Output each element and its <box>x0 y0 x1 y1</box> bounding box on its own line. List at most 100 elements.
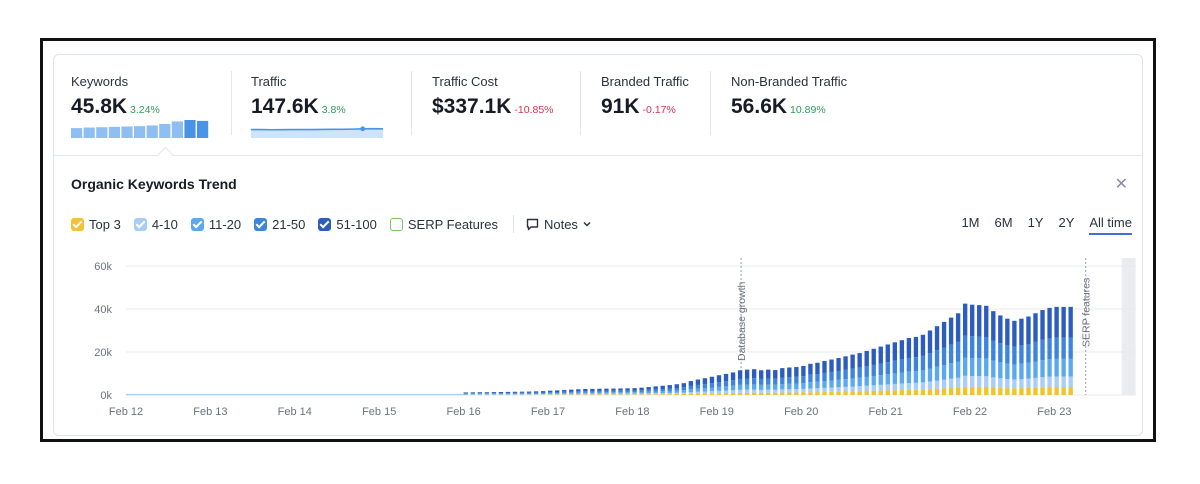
bar-stack[interactable] <box>597 388 602 395</box>
bar-stack[interactable] <box>477 392 483 396</box>
bar-stack[interactable] <box>744 369 750 395</box>
bar-stack[interactable] <box>505 391 511 396</box>
bar-stack[interactable] <box>751 369 757 395</box>
bar-stack[interactable] <box>780 368 785 395</box>
bar-stack[interactable] <box>864 350 869 395</box>
bar-stack[interactable] <box>906 338 912 395</box>
bar-stack[interactable] <box>604 388 609 395</box>
bar-stack[interactable] <box>646 387 651 395</box>
bar-stack[interactable] <box>857 353 862 395</box>
bar-stack[interactable] <box>794 367 799 395</box>
bar-stack[interactable] <box>913 336 919 395</box>
bar-stack[interactable] <box>899 340 905 395</box>
bar-stack[interactable] <box>970 304 975 395</box>
range-all-time[interactable]: All time <box>1089 215 1132 235</box>
legend-item-11-20[interactable]: 11-20 <box>190 217 241 232</box>
bar-stack[interactable] <box>948 317 954 395</box>
bar-stack[interactable] <box>674 384 679 395</box>
legend-item-top-3[interactable]: Top 3 <box>71 217 121 232</box>
bar-stack[interactable] <box>885 344 890 395</box>
bar-stack[interactable] <box>716 375 722 395</box>
bar-stack[interactable] <box>1068 306 1073 395</box>
legend-item-21-50[interactable]: 21-50 <box>254 217 305 232</box>
bar-stack[interactable] <box>1019 318 1024 395</box>
bar-stack[interactable] <box>484 392 490 396</box>
bar-stack[interactable] <box>548 390 553 396</box>
bar-stack[interactable] <box>1047 307 1052 395</box>
metric-branded-traffic[interactable]: Branded Traffic 91K -0.17% <box>601 74 689 136</box>
bar-stack[interactable] <box>576 389 581 395</box>
range-1m[interactable]: 1M <box>961 215 980 230</box>
bar-stack[interactable] <box>998 315 1003 395</box>
bar-stack[interactable] <box>991 311 996 395</box>
metric-non-branded-traffic[interactable]: Non-Branded Traffic 56.6K 10.89% <box>731 74 847 136</box>
bar-stack[interactable] <box>801 365 806 395</box>
bar-stack[interactable] <box>934 326 940 395</box>
bar-stack[interactable] <box>808 363 813 395</box>
bar-stack[interactable] <box>766 369 771 395</box>
bar-stack[interactable] <box>611 388 616 395</box>
close-icon[interactable]: ✕ <box>1114 176 1128 193</box>
bar-stack[interactable] <box>709 376 715 395</box>
bar-stack[interactable] <box>759 370 764 395</box>
range-1y[interactable]: 1Y <box>1027 215 1044 230</box>
bar-stack[interactable] <box>688 381 694 395</box>
metric-traffic[interactable]: Traffic 147.6K 3.8% <box>251 74 346 136</box>
bar-stack[interactable] <box>540 391 546 396</box>
bar-stack[interactable] <box>470 392 475 396</box>
bar-stack[interactable] <box>618 388 623 395</box>
bar-stack[interactable] <box>829 359 834 395</box>
bar-stack[interactable] <box>920 334 926 395</box>
range-2y[interactable]: 2Y <box>1058 215 1075 230</box>
bar-stack[interactable] <box>1054 306 1059 395</box>
bar-stack[interactable] <box>463 392 468 396</box>
bar-stack[interactable] <box>941 321 947 395</box>
notes-dropdown[interactable]: Notes <box>526 217 597 232</box>
bar-stack[interactable] <box>583 388 588 395</box>
bar-stack[interactable] <box>498 391 504 396</box>
bar-stack[interactable] <box>590 388 595 395</box>
range-6m[interactable]: 6M <box>994 215 1013 230</box>
bar-stack[interactable] <box>723 373 729 395</box>
bar-stack[interactable] <box>737 370 743 395</box>
bar-stack[interactable] <box>519 391 525 396</box>
bar-stack[interactable] <box>815 362 820 395</box>
bar-stack[interactable] <box>1040 310 1045 395</box>
metric-traffic-cost[interactable]: Traffic Cost $337.1K -10.85% <box>432 74 554 136</box>
metric-keywords[interactable]: Keywords 45.8K 3.24% <box>71 74 160 136</box>
legend-item-serp-features[interactable]: SERP Features <box>389 217 498 232</box>
bar-stack[interactable] <box>843 356 848 395</box>
bar-stack[interactable] <box>836 358 841 395</box>
bar-stack[interactable] <box>653 386 658 395</box>
bar-stack[interactable] <box>632 388 637 395</box>
bar-stack[interactable] <box>526 391 532 396</box>
bar-stack[interactable] <box>639 387 644 395</box>
bar-stack[interactable] <box>555 390 560 395</box>
bar-stack[interactable] <box>977 305 982 395</box>
bar-stack[interactable] <box>660 385 665 395</box>
bar-stack[interactable] <box>773 370 778 395</box>
bar-stack[interactable] <box>1005 318 1010 395</box>
bar-stack[interactable] <box>730 372 736 395</box>
bar-stack[interactable] <box>927 330 933 396</box>
bar-stack[interactable] <box>702 378 708 395</box>
bar-stack[interactable] <box>512 391 518 396</box>
bar-stack[interactable] <box>491 392 497 396</box>
bar-stack[interactable] <box>984 305 989 395</box>
bar-stack[interactable] <box>625 388 630 395</box>
bar-stack[interactable] <box>681 383 687 395</box>
legend-item-4-10[interactable]: 4-10 <box>133 217 178 232</box>
bar-stack[interactable] <box>787 367 792 395</box>
bar-stack[interactable] <box>667 385 672 395</box>
bar-stack[interactable] <box>569 389 574 395</box>
bar-stack[interactable] <box>822 361 827 395</box>
bar-stack[interactable] <box>878 346 883 395</box>
bar-stack[interactable] <box>962 303 968 395</box>
bar-stack[interactable] <box>1026 316 1031 395</box>
bar-stack[interactable] <box>533 391 539 396</box>
bar-stack[interactable] <box>1012 320 1017 395</box>
bar-stack[interactable] <box>871 348 876 395</box>
bar-stack[interactable] <box>562 390 567 395</box>
bar-stack[interactable] <box>1033 313 1038 395</box>
legend-item-51-100[interactable]: 51-100 <box>318 217 377 232</box>
